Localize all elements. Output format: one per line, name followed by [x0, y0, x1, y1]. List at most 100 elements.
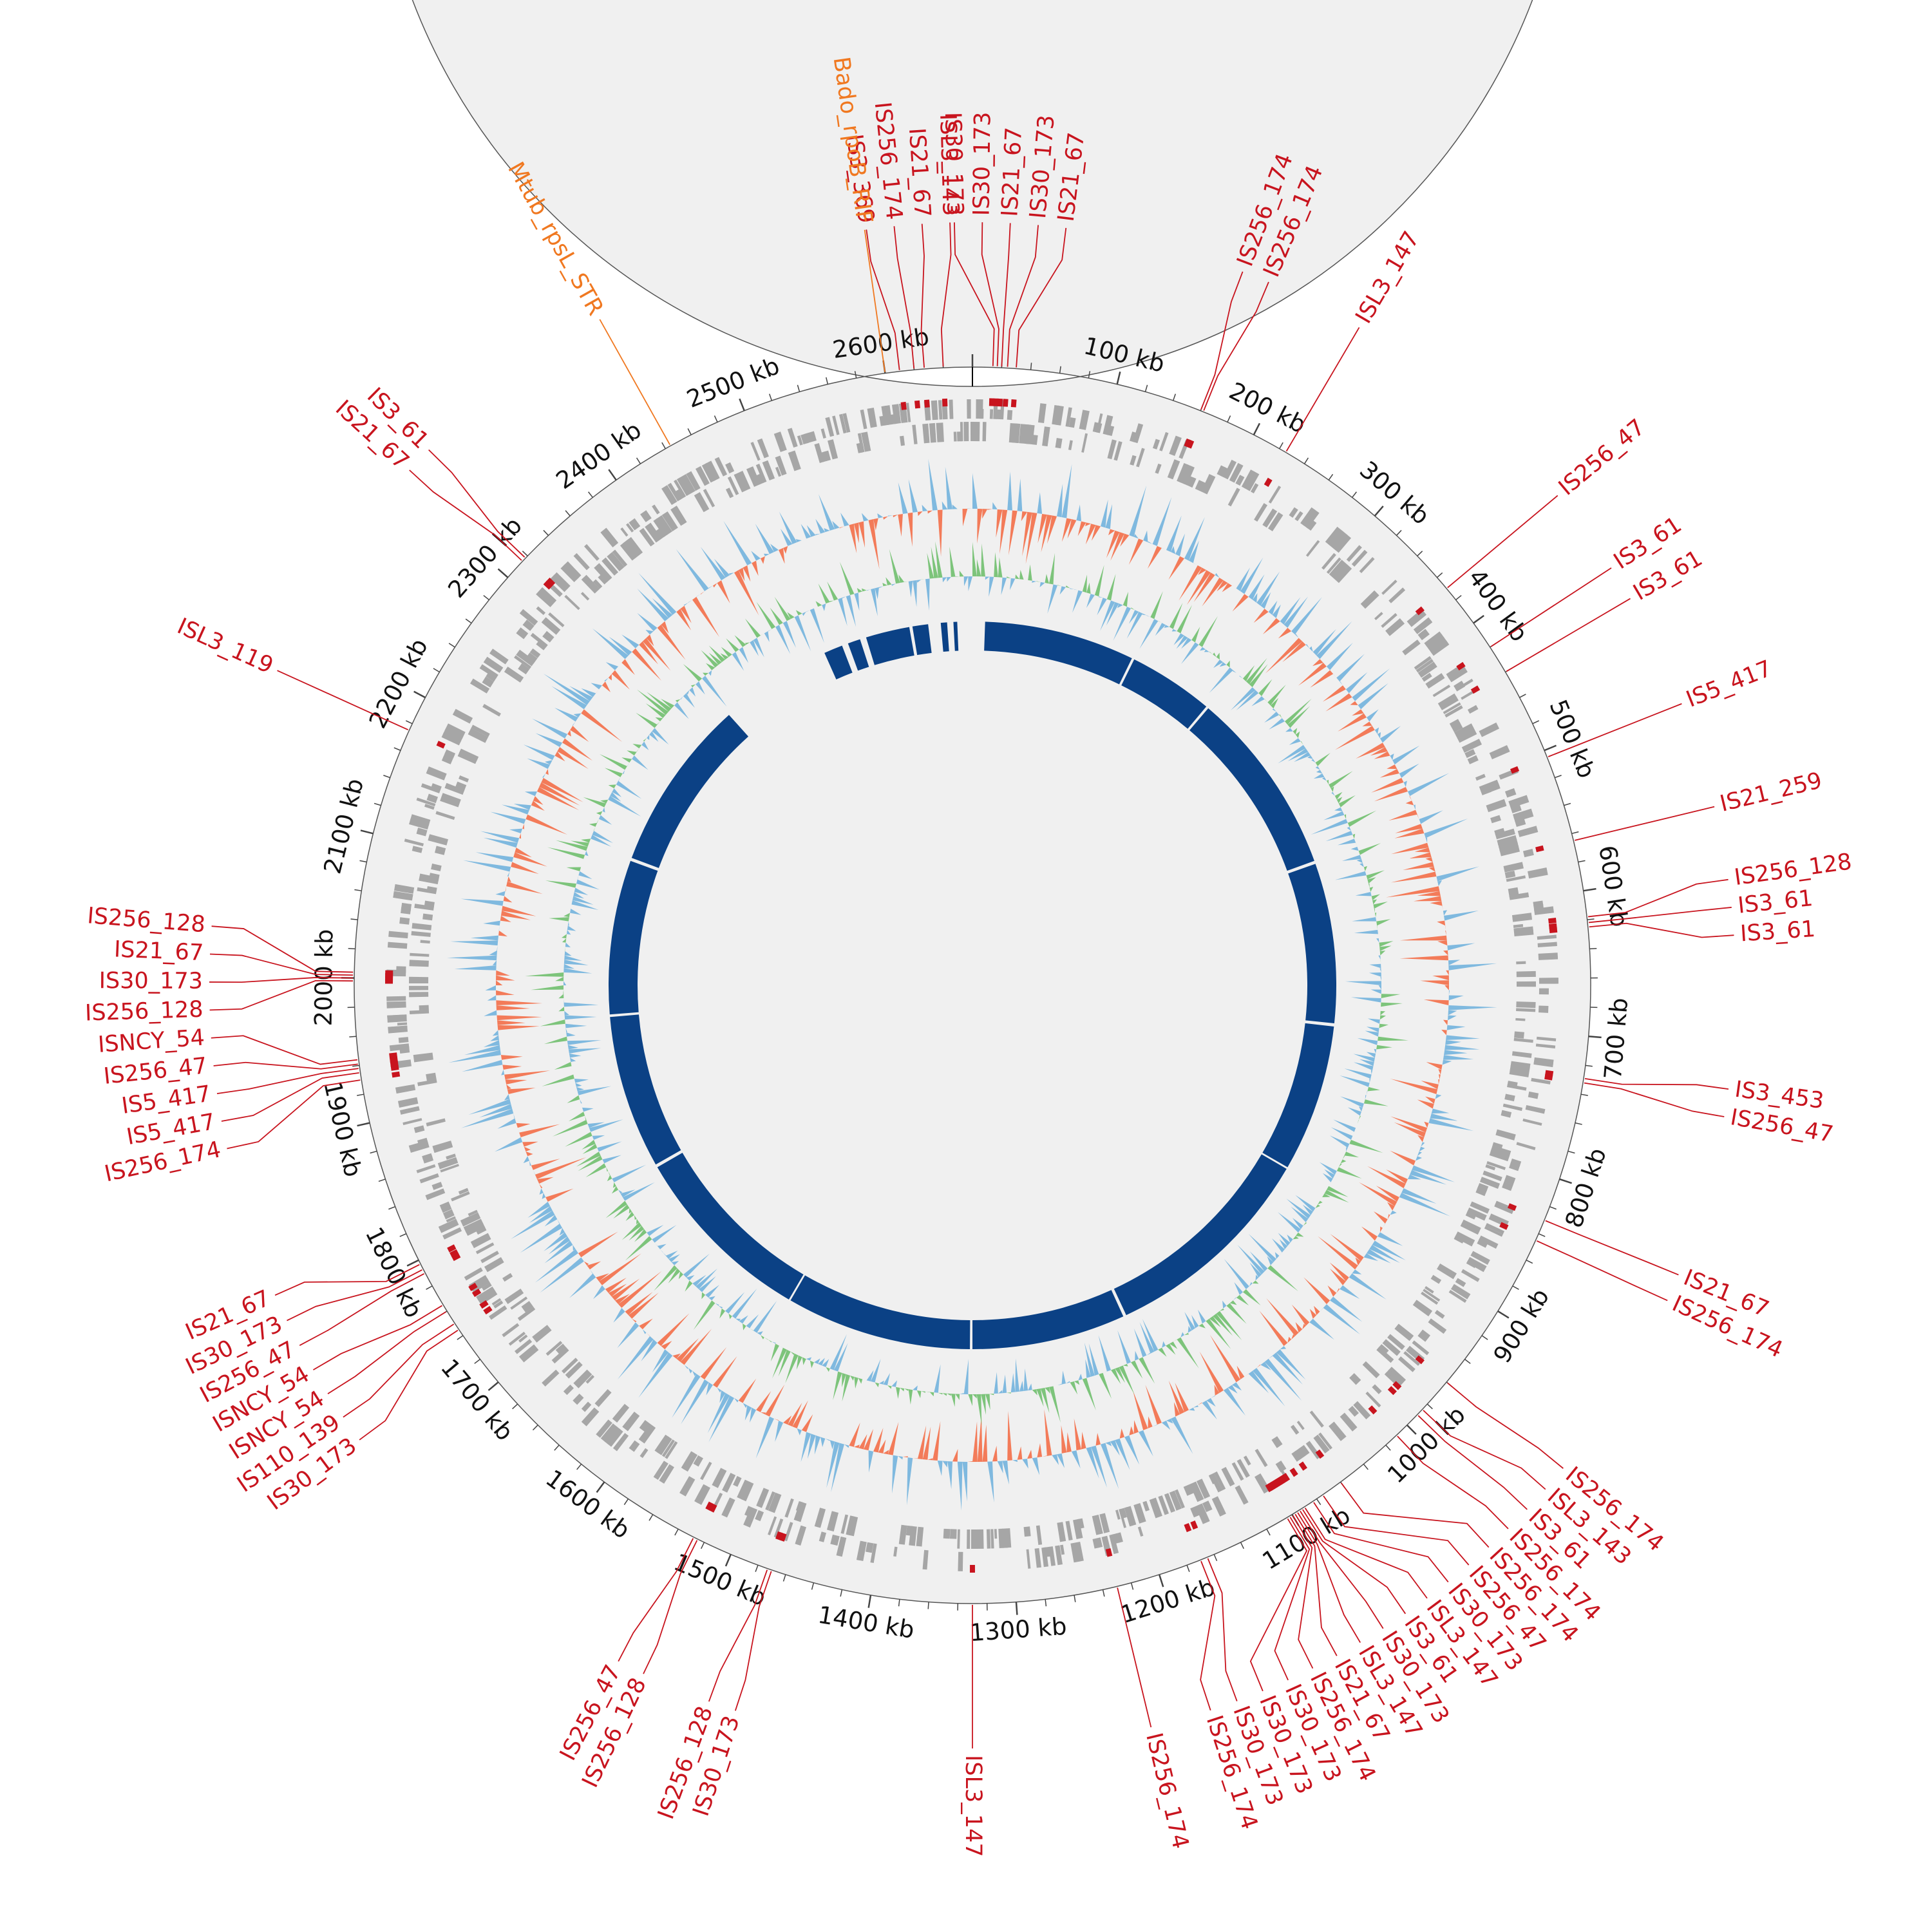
- gc-content-mark: [646, 634, 654, 647]
- gc-content-mark: [1421, 1142, 1425, 1147]
- is-element-mark: [1510, 766, 1520, 774]
- cds-block: [1416, 620, 1433, 634]
- gc-skew-mark: [632, 744, 642, 749]
- gc-skew-mark: [1166, 1343, 1176, 1355]
- gc-skew-mark: [1078, 1374, 1083, 1381]
- cds-block: [1113, 441, 1122, 461]
- gc-content-mark: [1386, 886, 1440, 898]
- gc-content-mark: [1179, 565, 1202, 601]
- cds-block: [861, 431, 871, 452]
- gc-skew-mark: [577, 1086, 612, 1095]
- gc-skew-mark: [573, 891, 585, 899]
- gc-skew-mark: [1378, 955, 1381, 960]
- ruler-tick: [354, 889, 362, 891]
- gc-content-mark: [743, 565, 751, 582]
- label-leader-line: [866, 229, 900, 370]
- ruler-tick: [474, 1359, 480, 1364]
- gc-content-mark: [887, 515, 893, 516]
- gc-content-mark: [450, 940, 498, 946]
- gc-skew-mark: [1135, 1350, 1139, 1361]
- cds-block: [1055, 1545, 1063, 1566]
- gc-skew-mark: [592, 831, 614, 844]
- blast-hit-arc: [940, 622, 949, 652]
- gc-content-mark: [464, 1045, 500, 1056]
- gc-skew-mark: [567, 1040, 601, 1045]
- blast-hit-arc: [984, 621, 1132, 685]
- gc-skew-mark: [1279, 714, 1282, 719]
- gc-skew-mark: [725, 1292, 745, 1314]
- gc-content-mark: [542, 1193, 546, 1199]
- is-element-mark: [1190, 1520, 1198, 1530]
- gc-skew-mark: [1099, 1372, 1112, 1399]
- gc-skew-mark: [567, 925, 576, 931]
- gc-content-mark: [1392, 745, 1420, 765]
- gc-skew-mark: [1113, 607, 1132, 641]
- gc-skew-mark: [612, 788, 622, 797]
- cds-block: [475, 1226, 487, 1235]
- cds-block: [1464, 749, 1476, 758]
- cds-block: [1513, 923, 1524, 929]
- cds-block: [1514, 1031, 1524, 1039]
- gc-skew-mark: [1249, 1282, 1253, 1287]
- gc-skew-mark: [567, 1045, 579, 1050]
- gc-content-mark: [913, 1458, 918, 1459]
- ruler-tick: [359, 860, 367, 863]
- cds-block: [1268, 486, 1282, 504]
- gc-skew-mark: [618, 1189, 623, 1194]
- cds-block: [1403, 1351, 1421, 1366]
- label-leader-line: [1203, 281, 1269, 411]
- cds-block: [573, 1393, 582, 1403]
- cds-block: [898, 1524, 904, 1545]
- gc-content-mark: [712, 583, 717, 588]
- gc-skew-mark: [833, 1371, 842, 1401]
- ruler-tick: [1564, 802, 1571, 806]
- gc-skew-mark: [1311, 819, 1348, 835]
- cds-block: [938, 400, 943, 420]
- gc-content-mark: [684, 1365, 688, 1369]
- gc-skew-mark: [1028, 564, 1032, 581]
- gc-skew-mark: [1380, 976, 1381, 981]
- ruler-tick: [457, 1335, 464, 1340]
- gc-skew-mark: [955, 1394, 960, 1400]
- gc-content-mark: [1145, 1385, 1162, 1425]
- gc-skew-mark: [625, 1236, 652, 1261]
- is-element-mark: [942, 398, 948, 407]
- ruler-tick: [1227, 415, 1231, 422]
- ruler-tick: [1144, 384, 1148, 392]
- gc-content-mark: [1305, 644, 1310, 649]
- gc-skew-mark: [657, 1244, 667, 1249]
- gc-skew-mark: [908, 580, 913, 598]
- cds-block: [491, 1298, 502, 1306]
- cds-block: [620, 527, 629, 537]
- cds-block: [550, 574, 569, 592]
- gc-skew-mark: [702, 672, 709, 676]
- gc-content-mark: [1327, 1285, 1337, 1297]
- ruler-tick: [1554, 775, 1562, 779]
- gc-skew-mark: [1381, 994, 1401, 998]
- gc-content-mark: [1338, 713, 1367, 732]
- is-element-label: IS30_173: [99, 968, 204, 994]
- gc-skew-mark: [683, 1253, 710, 1278]
- cds-block: [563, 1384, 574, 1396]
- cds-block: [1465, 1210, 1477, 1220]
- cds-block: [1309, 1410, 1324, 1428]
- cds-block: [1387, 1334, 1405, 1350]
- gc-skew-mark: [562, 934, 567, 939]
- gc-skew-mark: [525, 972, 564, 977]
- cds-block: [486, 671, 497, 682]
- gc-skew-mark: [1368, 883, 1370, 888]
- gc-skew-mark: [636, 689, 669, 715]
- cds-block: [510, 1296, 528, 1310]
- gc-skew-mark: [900, 1387, 905, 1392]
- gc-content-mark: [632, 1318, 637, 1323]
- gc-content-mark: [1349, 1273, 1387, 1300]
- blast-hit-arc: [912, 624, 932, 656]
- gc-content-mark: [712, 1356, 737, 1388]
- gc-content-mark: [1184, 516, 1205, 561]
- gc-content-mark: [1232, 594, 1249, 612]
- gc-skew-mark: [1213, 659, 1224, 668]
- gc-content-mark: [639, 641, 659, 665]
- is-element-mark: [385, 970, 393, 976]
- cds-block: [694, 1484, 708, 1504]
- cds-block: [1032, 435, 1038, 445]
